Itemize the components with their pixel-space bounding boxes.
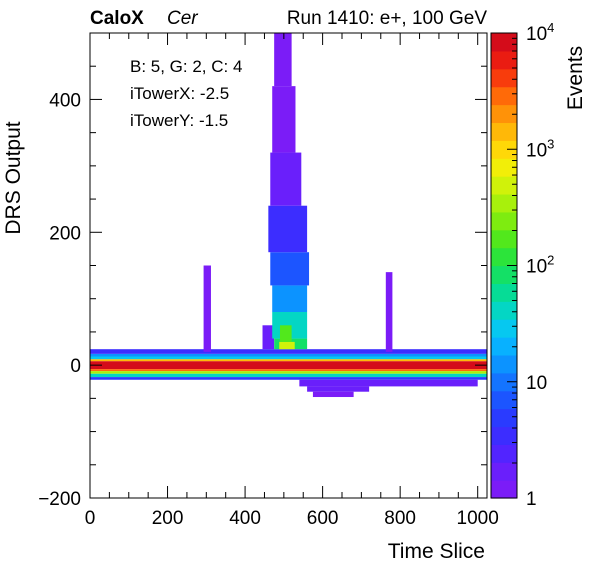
z-tick-label: 102 <box>526 253 554 278</box>
z-tick-label: 10 <box>526 373 547 394</box>
annotation-itowerx: iTowerX: -2.5 <box>130 84 229 103</box>
heatmap-cell <box>279 325 292 342</box>
color-scale-band <box>491 140 517 159</box>
annotation-config: B: 5, G: 2, C: 4 <box>130 57 242 76</box>
color-scale-band <box>491 390 517 410</box>
heatmap-cell <box>312 391 354 398</box>
y-tick-label: 200 <box>49 223 81 244</box>
color-scale-band <box>491 426 517 445</box>
annotation-itowery: iTowerY: -1.5 <box>130 111 228 130</box>
x-tick-label: 800 <box>384 508 416 529</box>
y-tick-label: 0 <box>70 356 81 377</box>
heatmap-cell <box>279 341 295 350</box>
heatmap-cells <box>90 33 487 398</box>
z-tick-label: 103 <box>526 136 554 161</box>
color-scale-band <box>491 158 517 177</box>
color-scale-axis: 1 10 102 103 104 <box>507 20 554 510</box>
y-tick-label: −200 <box>38 489 81 510</box>
heatmap-cell <box>90 377 487 380</box>
color-scale-band <box>491 33 517 52</box>
color-scale-band <box>491 444 517 463</box>
color-scale-band <box>491 337 517 356</box>
heatmap-cell <box>90 353 487 357</box>
color-scale-band <box>491 68 517 88</box>
x-axis: 0 200 400 600 800 1000 <box>85 33 499 529</box>
color-scale-band <box>491 462 517 481</box>
heatmap-cell <box>272 86 296 153</box>
color-scale-band <box>491 408 517 428</box>
z-tick-label: 1 <box>526 489 537 510</box>
color-scale-band <box>491 122 517 141</box>
color-scale-band <box>491 354 517 374</box>
heatmap-cell <box>270 252 310 286</box>
z-tick-label: 104 <box>526 20 554 45</box>
color-scale-band <box>491 176 517 195</box>
x-tick-label: 1000 <box>457 508 499 529</box>
heatmap-cell <box>203 265 211 352</box>
x-tick-label: 400 <box>229 508 261 529</box>
heatmap-cell <box>90 359 487 362</box>
x-tick-label: 0 <box>85 508 96 529</box>
y-axis-title: DRS Output <box>2 121 25 234</box>
color-scale-band <box>491 50 517 70</box>
heatmap-cell <box>90 373 487 378</box>
channel-label: Cer <box>167 8 198 29</box>
color-scale-band <box>491 301 517 320</box>
y-tick-label: 400 <box>49 90 81 111</box>
heatmap-cell <box>268 205 308 253</box>
heatmap-cell <box>270 152 302 206</box>
color-scale-band <box>491 229 517 249</box>
heatmap-cell <box>299 379 478 387</box>
color-scale-band <box>491 193 517 213</box>
color-scale-band <box>491 283 517 302</box>
heatmap-cell <box>90 356 487 360</box>
heatmap-cell <box>90 349 487 354</box>
heatmap-cell <box>262 325 275 350</box>
color-scale-band <box>491 211 517 231</box>
color-scale-band <box>491 480 517 499</box>
heatmap-cell <box>272 285 308 312</box>
color-scale-band <box>491 265 517 284</box>
x-tick-label: 200 <box>152 508 184 529</box>
heatmap-cell <box>274 33 292 87</box>
heatmap-cell <box>307 386 370 392</box>
x-axis-title: Time Slice <box>388 540 485 563</box>
color-scale-band <box>491 247 517 267</box>
color-scale-title: Events <box>564 46 587 110</box>
color-scale-band <box>491 319 517 338</box>
run-info-label: Run 1410: e+, 100 GeV <box>287 8 488 29</box>
color-scale <box>491 33 517 499</box>
heatmap-cell <box>90 371 487 374</box>
heatmap-cell <box>90 369 487 372</box>
experiment-label: CaloX <box>90 8 144 29</box>
heatmap-cell <box>90 361 487 370</box>
heatmap-cell <box>385 272 393 352</box>
y-axis: −200 0 200 400 <box>38 32 487 510</box>
x-tick-label: 600 <box>307 508 339 529</box>
color-scale-band <box>491 372 517 392</box>
color-scale-band <box>491 104 517 124</box>
color-scale-band <box>491 86 517 106</box>
